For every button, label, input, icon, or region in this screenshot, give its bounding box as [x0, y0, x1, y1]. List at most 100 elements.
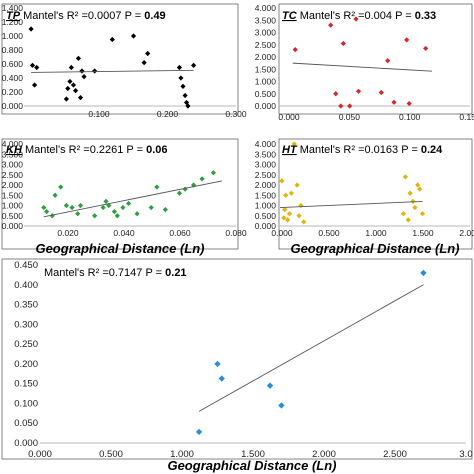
panel-label: HT [282, 144, 298, 156]
trend-line [31, 69, 194, 73]
y-tick-labels: 0.0000.5001.0001.5002.0002.5003.0003.500… [255, 139, 277, 231]
y-tick-label: 2.500 [2, 170, 24, 180]
stats-prefix: Mantel's R² =0.0007 P = [20, 10, 144, 22]
y-tick-label: 0.150 [14, 379, 38, 390]
y-tick-label: 3.000 [255, 28, 277, 38]
data-point [402, 174, 408, 180]
panel-kh: 0.0000.5001.0001.5002.0002.5003.0003.500… [1, 138, 247, 256]
x-tick-labels: 0.000 0.050 0.100 0.150 [278, 112, 474, 122]
data-point [114, 213, 120, 219]
x-axis-label: Geographical Distance (Ln) [167, 458, 336, 473]
x-axis-label: Geographical Distance (Ln) [35, 241, 204, 256]
y-tick-label: 2.500 [255, 170, 277, 180]
panel-frame [278, 138, 473, 250]
panel-frame [278, 3, 473, 115]
data-point [407, 190, 413, 196]
x-tick-label: 0.200 [157, 109, 179, 119]
y-tick-label: 0.600 [2, 59, 24, 69]
data-point [338, 103, 344, 109]
y-tick-label: 3.500 [255, 15, 277, 25]
data-point [65, 85, 71, 92]
data-point [92, 213, 98, 219]
y-tick-label: 0.000 [255, 221, 277, 231]
y-tick-label: 0.500 [255, 211, 277, 221]
x-tick-label: 0.000 [278, 112, 300, 122]
data-point [214, 360, 221, 368]
data-point [109, 36, 115, 43]
trend-line [279, 200, 423, 208]
data-point [63, 202, 69, 209]
data-point [176, 190, 183, 196]
data-point [423, 45, 429, 52]
data-points [195, 269, 427, 436]
x-tick-label: 2.000 [312, 449, 336, 460]
data-point [199, 176, 205, 182]
trend-line [292, 62, 433, 72]
x-tick-label: 1.500 [241, 449, 265, 460]
data-point [282, 207, 288, 213]
data-point [154, 184, 160, 190]
y-tick-label: 2.000 [2, 180, 24, 190]
data-point [58, 184, 64, 190]
data-point [298, 202, 304, 209]
stats-prefix: Mantel's R² =0.0163 P = [297, 144, 421, 156]
y-tick-label: 0.800 [2, 45, 24, 55]
y-tick-label: 1.000 [2, 31, 24, 41]
x-axis-label: Geographical Distance (Ln) [290, 241, 459, 256]
data-point [417, 186, 423, 192]
y-tick-labels: 0.000 0.050 0.100 0.150 0.200 0.250 0.300 0.350… [14, 260, 38, 449]
data-point [301, 219, 307, 225]
data-point [68, 64, 74, 71]
data-point [44, 209, 50, 215]
data-point [63, 96, 69, 102]
data-point [279, 178, 285, 184]
stats-prefix: Mantel's R² =0.2261 P = [22, 144, 146, 156]
data-point [75, 55, 82, 61]
stats-prefix: Mantel's R² =0.004 P = [297, 10, 415, 22]
data-point [296, 213, 302, 219]
y-tick-label: 0.250 [14, 339, 38, 350]
x-tick-label: 3.0 [459, 449, 472, 460]
trend-line [198, 284, 424, 412]
data-point [406, 100, 412, 107]
p-value: 0.06 [146, 144, 167, 156]
y-tick-label: 0.100 [14, 398, 38, 409]
y-tick-label: 4.000 [2, 139, 24, 149]
data-point [353, 16, 359, 22]
x-tick-labels: 0.000 0.500 1.000 1.500 2.000 2.500 3.0 [28, 449, 473, 460]
p-value: 0.21 [165, 267, 186, 279]
data-point [145, 50, 151, 57]
y-tick-label: 1.000 [255, 77, 277, 87]
data-point [77, 95, 84, 101]
data-point [67, 78, 73, 85]
data-point [292, 47, 298, 53]
panel-label: TP [6, 10, 21, 22]
panel-frame [1, 138, 239, 250]
x-tick-label: 1.000 [365, 228, 387, 238]
y-tick-label: 0.400 [14, 280, 38, 291]
data-point [412, 204, 418, 211]
y-tick-label: 0.200 [14, 359, 38, 370]
data-point [294, 182, 300, 188]
p-value: 0.49 [144, 10, 165, 22]
data-point [162, 207, 168, 213]
data-point [111, 209, 118, 215]
y-tick-label: 0.400 [2, 73, 24, 83]
data-point [283, 192, 289, 198]
y-tick-label: 0.200 [2, 87, 24, 97]
data-point [79, 68, 85, 74]
panel-frame [1, 258, 473, 460]
data-point [180, 83, 186, 89]
x-tick-label: 1.500 [412, 228, 434, 238]
y-tick-labels: 0.0000.5001.0001.5002.0002.5003.0003.500… [2, 139, 24, 231]
x-tick-labels: 0.100 0.200 0.300 [88, 109, 247, 119]
data-point [419, 211, 426, 217]
data-point [266, 382, 274, 389]
panel-stats: TP Mantel's R² =0.0007 P = 0.49 [6, 10, 166, 22]
panel-stats: KH Mantel's R² =0.2261 P = 0.06 [6, 144, 168, 156]
x-tick-label: 0.150 [459, 112, 474, 122]
y-tick-labels: 0.0000.5001.0001.5002.0002.5003.0003.500… [255, 3, 277, 111]
x-tick-label: 0.080 [225, 228, 247, 238]
data-point [148, 204, 154, 211]
